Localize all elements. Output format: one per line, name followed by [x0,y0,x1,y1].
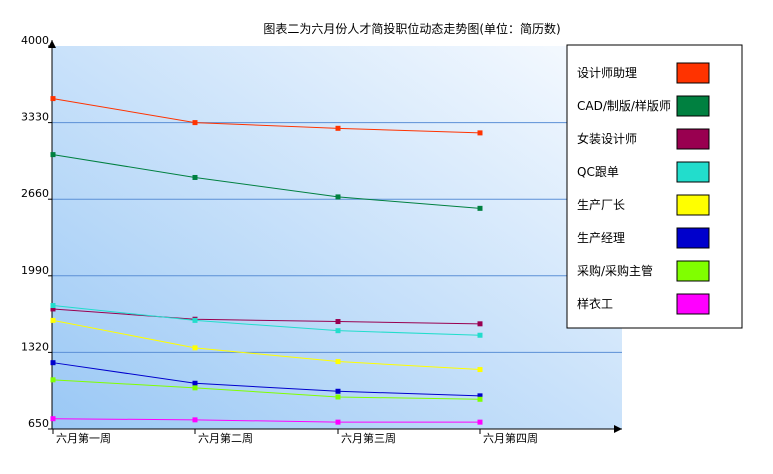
data-point [335,125,341,131]
data-point [335,359,341,365]
legend-item: 生产厂长 [577,194,710,216]
series-line [52,154,481,209]
series-1 [50,96,483,136]
legend-label: 生产经理 [577,231,625,245]
legend-swatch [676,128,710,150]
legend-label: 设计师助理 [577,66,637,80]
data-point [50,303,56,309]
legend-label: 采购/采购主管 [577,263,653,278]
data-point [50,306,56,312]
data-point [50,317,56,323]
y-axis-arrow [48,40,56,48]
data-point [477,419,483,425]
series-5 [50,317,483,373]
legend-item: CAD/制版/样版师 [577,95,710,117]
x-tick-label: 六月第一周 [56,431,111,445]
data-point [477,396,483,402]
series-lines [50,96,483,425]
legend-label: 样衣工 [577,296,613,311]
y-tick-label: 1320 [21,340,49,353]
series-line [52,98,481,134]
legend-item: 生产经理 [577,227,710,249]
series-6 [50,360,483,399]
legend-swatch [676,227,710,249]
legend-label: 女装设计师 [577,131,637,146]
x-axis-arrow [614,425,622,433]
data-point [335,388,341,394]
series-line [52,308,481,325]
legend-label: CAD/制版/样版师 [577,98,671,113]
data-point [335,394,341,400]
data-point [335,328,341,334]
plot-area [52,46,622,429]
data-point [192,120,198,126]
data-point [50,416,56,422]
y-tick-label: 3330 [21,111,49,124]
legend-swatch [676,62,710,84]
data-point [192,417,198,423]
y-tick-label: 4000 [21,34,49,47]
legend-item: 采购/采购主管 [577,260,710,282]
grid-lines [52,122,622,353]
series-8 [50,416,483,425]
legend-box [566,44,743,329]
data-point [335,319,341,325]
legend-item: 设计师助理 [577,62,710,84]
data-point [192,174,198,180]
data-point [335,419,341,425]
series-line [52,319,481,371]
x-tick-label: 六月第二周 [198,431,253,445]
series-line [52,305,481,336]
series-line [52,362,481,397]
data-point [477,130,483,136]
data-point [477,332,483,338]
legend-swatch [676,260,710,282]
x-tick-label: 六月第三周 [341,431,396,445]
x-axis-ticks: 六月第一周 六月第二周 六月第三周 六月第四周 [52,429,538,445]
data-point [50,96,56,102]
data-point [50,152,56,158]
series-line [52,379,481,400]
chart-title: 图表二为六月份人才简投职位动态走势图(单位：简历数) [263,21,560,36]
data-point [477,393,483,399]
legend-item: 样衣工 [577,293,710,315]
data-point [335,194,341,200]
legend-swatch [676,293,710,315]
data-point [192,380,198,386]
series-4 [50,303,483,338]
data-point [50,377,56,383]
data-point [477,367,483,373]
legend-item: 女装设计师 [577,128,710,150]
data-point [477,205,483,211]
data-point [192,345,198,351]
legend-swatch [676,161,710,183]
y-tick-label: 650 [28,417,49,430]
data-point [192,317,198,323]
data-point [192,385,198,391]
series-line [52,418,480,423]
legend-item: QC跟单 [577,161,710,183]
y-tick-label: 1990 [21,264,49,277]
series-2 [50,152,483,211]
legend-swatch [676,95,710,117]
y-tick-label: 2660 [21,187,49,200]
legend-swatch [676,194,710,216]
data-point [50,360,56,366]
data-point [477,321,483,327]
legend-label: 生产厂长 [577,198,625,212]
series-7 [50,377,483,402]
legend-label: QC跟单 [577,165,619,179]
x-tick-label: 六月第四周 [483,431,538,445]
y-axis-ticks: 4000 3330 2660 1990 1320 650 [21,34,52,430]
